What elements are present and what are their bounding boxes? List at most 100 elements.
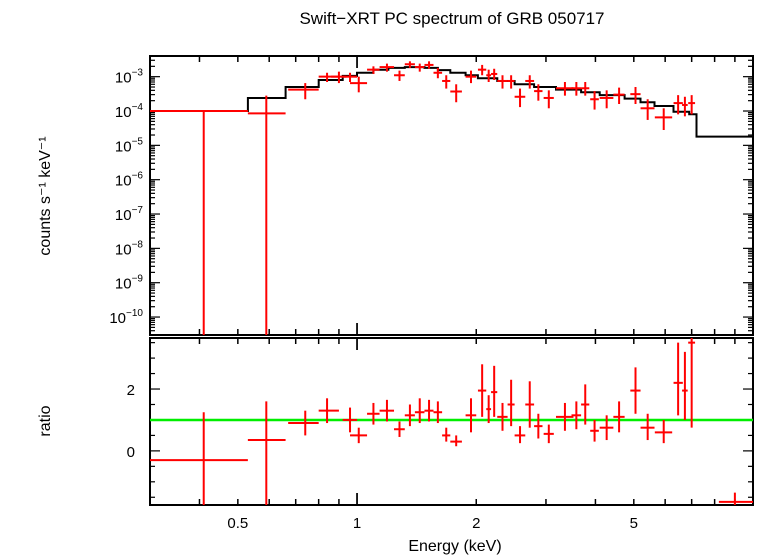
ratio-point: [673, 342, 683, 416]
x-tick-label: 1: [353, 515, 361, 532]
ratio-point: [477, 364, 487, 417]
data-point: [507, 75, 515, 89]
top-panel-ticks: [149, 55, 754, 336]
ratio-point: [525, 381, 535, 428]
y-tick-label: 10−4: [115, 102, 144, 121]
data-point: [534, 84, 543, 101]
data-point: [599, 90, 614, 109]
top-panel-frame: [149, 55, 754, 336]
y-tick-label: 10−9: [115, 274, 144, 293]
data-point: [404, 61, 415, 68]
data-point: [414, 63, 425, 72]
y-tick-label: 2: [127, 382, 135, 399]
data-point: [442, 75, 451, 89]
data-point: [288, 83, 319, 100]
data-point: [350, 76, 368, 93]
ratio-point: [688, 338, 696, 428]
bottom-panel: 0 2 0.5 1 2 5: [127, 337, 754, 532]
data-point: [590, 91, 599, 110]
ratio-point: [404, 404, 415, 427]
data-point: [543, 90, 554, 109]
data-point: [525, 75, 535, 89]
ratio-point: [630, 367, 641, 414]
data-point: [514, 88, 526, 108]
data-point: [150, 110, 248, 335]
y-tick-label: 10−10: [109, 308, 143, 327]
data-point: [581, 81, 590, 96]
data-point: [247, 95, 286, 335]
bottom-panel-y-axis-label: ratio: [37, 405, 54, 436]
ratio-point: [514, 426, 526, 444]
ratio-point: [486, 395, 492, 424]
data-point: [394, 70, 405, 81]
x-tick-label: 2: [472, 515, 480, 532]
data-point: [613, 87, 625, 105]
model-histogram: [150, 66, 753, 138]
y-tick-label: 10−5: [115, 136, 144, 155]
top-panel-y-axis-label: counts s⁻¹ keV⁻¹: [37, 136, 54, 255]
data-point: [491, 68, 498, 81]
data-point: [682, 96, 688, 117]
x-tick-label: 5: [630, 515, 638, 532]
chart-title: Swift−XRT PC spectrum of GRB 050717: [299, 9, 604, 28]
data-point: [555, 81, 574, 96]
ratio-point: [599, 415, 614, 441]
x-tick-labels: 0.5 1 2 5: [227, 515, 638, 532]
ratio-point: [491, 365, 498, 417]
ratio-point: [534, 413, 543, 439]
data-point: [673, 95, 683, 115]
data-point: [688, 95, 696, 115]
ratio-point: [350, 427, 368, 444]
ratio-point: [150, 412, 248, 505]
data-point: [640, 99, 655, 120]
spectrum-data-points: [150, 61, 696, 335]
ratio-point: [590, 419, 599, 442]
bottom-panel-ticks: [149, 338, 754, 505]
y-tick-label: 0: [127, 444, 135, 461]
ratio-point: [318, 398, 339, 424]
ratio-point: [640, 413, 655, 441]
ratio-point: [367, 402, 380, 425]
data-point: [630, 87, 641, 105]
ratio-point: [465, 398, 477, 433]
ratio-point: [682, 351, 688, 420]
data-point: [497, 75, 508, 89]
ratio-point: [497, 402, 508, 431]
ratio-point: [507, 379, 515, 427]
ratio-point: [379, 399, 395, 422]
ratio-point: [342, 407, 358, 433]
ratio-point: [414, 398, 425, 424]
ratio-point: [613, 401, 625, 433]
data-point: [367, 66, 380, 74]
data-point: [486, 69, 492, 82]
x-axis-label: Energy (keV): [408, 538, 501, 555]
y-tick-label: 10−6: [115, 171, 144, 190]
data-point: [654, 108, 673, 130]
bottom-panel-frame: [149, 337, 754, 506]
ratio-data-points: [150, 338, 753, 505]
ratio-point: [394, 421, 405, 437]
ratio-point: [442, 427, 451, 442]
ratio-point: [288, 410, 319, 436]
data-point: [424, 61, 434, 69]
top-panel: 10−3 10−4 10−5 10−6 10−7 10−8 10−9 10−10: [109, 55, 754, 336]
data-point: [477, 64, 487, 76]
x-tick-label: 0.5: [227, 515, 248, 532]
y-tick-label: 10−3: [115, 68, 144, 87]
data-point: [433, 67, 443, 79]
ratio-point: [247, 401, 286, 505]
ratio-point: [433, 401, 443, 424]
top-panel-y-tick-labels: 10−3 10−4 10−5 10−6 10−7 10−8 10−9 10−10: [109, 68, 143, 327]
ratio-point: [581, 384, 590, 425]
data-point: [342, 72, 358, 82]
y-tick-label: 10−7: [115, 205, 144, 224]
y-tick-label: 10−8: [115, 239, 144, 258]
ratio-point: [654, 419, 673, 444]
data-point: [571, 81, 582, 96]
ratio-point: [571, 401, 582, 430]
data-point: [379, 63, 395, 72]
ratio-point: [555, 402, 574, 431]
ratio-point: [718, 492, 753, 505]
data-point: [465, 70, 477, 84]
